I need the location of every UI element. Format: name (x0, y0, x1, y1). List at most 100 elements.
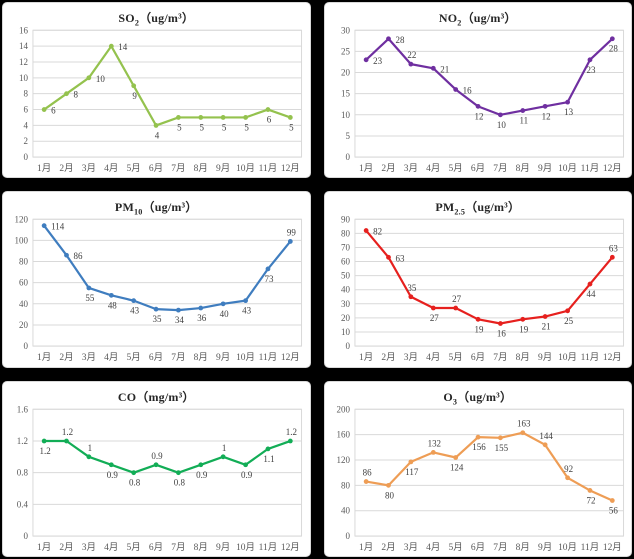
svg-text:4月: 4月 (104, 352, 118, 363)
chart-title-text: SO (118, 11, 135, 25)
svg-text:11月: 11月 (259, 163, 278, 174)
svg-text:1月: 1月 (37, 542, 51, 553)
svg-text:2: 2 (23, 136, 27, 146)
svg-text:1月: 1月 (37, 163, 51, 174)
svg-text:50: 50 (340, 271, 349, 281)
svg-text:3月: 3月 (82, 352, 96, 363)
svg-text:4: 4 (155, 130, 160, 140)
svg-text:40: 40 (340, 285, 349, 295)
chart-title-text: PM (435, 200, 455, 215)
svg-text:1: 1 (222, 442, 226, 452)
svg-text:5: 5 (222, 122, 227, 132)
svg-text:63: 63 (608, 244, 617, 254)
svg-text:36: 36 (197, 313, 206, 323)
svg-text:7月: 7月 (171, 352, 185, 363)
chart-title-o3: O3（ug/m³） (325, 382, 632, 406)
pm25-line-chart: 0 10 20 30 40 50 60 70 80 90 1月 2月 3月 4月 5月 6月 7月 8月 9月 10月… (340, 215, 624, 363)
svg-text:20: 20 (340, 313, 349, 323)
svg-text:9月: 9月 (538, 352, 552, 363)
svg-text:11月: 11月 (580, 163, 599, 174)
svg-text:9月: 9月 (216, 163, 230, 174)
svg-text:10月: 10月 (558, 163, 577, 174)
svg-text:10: 10 (496, 120, 505, 130)
svg-text:2月: 2月 (381, 542, 395, 553)
svg-text:5月: 5月 (127, 542, 141, 553)
svg-text:8月: 8月 (515, 352, 529, 363)
svg-text:99: 99 (287, 228, 296, 238)
svg-text:1.1: 1.1 (263, 454, 274, 464)
svg-text:7月: 7月 (493, 163, 507, 174)
chart-title-subscript: 10 (133, 207, 143, 217)
svg-text:12月: 12月 (602, 163, 621, 174)
svg-text:19: 19 (519, 325, 528, 335)
svg-text:10: 10 (19, 73, 28, 83)
svg-text:40: 40 (220, 309, 229, 319)
svg-text:7月: 7月 (493, 542, 507, 553)
svg-text:12月: 12月 (281, 542, 300, 553)
svg-text:4月: 4月 (104, 163, 118, 174)
svg-text:21: 21 (440, 64, 449, 74)
svg-text:0.9: 0.9 (107, 469, 119, 479)
svg-text:43: 43 (242, 306, 251, 316)
svg-text:60: 60 (19, 278, 28, 288)
svg-text:120: 120 (336, 455, 350, 465)
svg-text:3月: 3月 (82, 163, 96, 174)
svg-text:200: 200 (336, 404, 350, 414)
svg-text:13: 13 (564, 107, 573, 117)
svg-text:80: 80 (340, 480, 349, 490)
svg-text:70: 70 (340, 243, 349, 253)
svg-text:80: 80 (340, 229, 349, 239)
chart-title-text: O (443, 389, 453, 404)
svg-text:5: 5 (177, 122, 182, 132)
svg-text:12月: 12月 (602, 352, 621, 363)
svg-text:1.2: 1.2 (286, 427, 297, 437)
svg-text:10月: 10月 (236, 542, 255, 553)
svg-text:0: 0 (345, 531, 350, 541)
svg-text:8月: 8月 (194, 352, 208, 363)
svg-text:9: 9 (132, 91, 137, 101)
svg-text:1月: 1月 (359, 542, 373, 553)
svg-text:72: 72 (586, 495, 595, 505)
svg-text:60: 60 (340, 257, 349, 267)
svg-text:34: 34 (175, 315, 184, 325)
svg-text:8月: 8月 (515, 163, 529, 174)
svg-text:8月: 8月 (515, 542, 529, 553)
chart-title-subscript: 2 (134, 18, 140, 28)
svg-text:35: 35 (153, 314, 162, 324)
chart-title-pm25: PM2.5（ug/m³） (325, 192, 632, 216)
chart-title-unit: （ug/m³） (457, 389, 513, 404)
chart-title-co: CO（mg/m³） (3, 382, 310, 404)
svg-text:44: 44 (586, 289, 595, 299)
svg-text:7月: 7月 (171, 542, 185, 553)
svg-text:25: 25 (564, 316, 573, 326)
svg-text:0.8: 0.8 (17, 467, 29, 477)
svg-text:10月: 10月 (558, 542, 577, 553)
svg-text:6月: 6月 (149, 163, 163, 174)
chart-panel-so2: SO2（ug/m³） 0 2 4 6 8 10 12 14 16 1月 2月 3月 4月 5月 6月 7月 8月… (2, 2, 311, 179)
chart-title-text: PM (114, 200, 134, 215)
svg-text:10: 10 (340, 110, 349, 120)
chart-title-unit: （ug/m³） (465, 200, 521, 215)
chart-panel-pm25: PM2.5（ug/m³） 0 10 20 30 40 50 60 70 80 90 1月 2月 3月 4月… (323, 191, 632, 368)
svg-text:132: 132 (427, 438, 440, 448)
svg-text:20: 20 (340, 68, 349, 78)
svg-text:90: 90 (340, 215, 349, 225)
svg-text:28: 28 (395, 35, 404, 45)
chart-title-text: NO (438, 11, 458, 25)
svg-text:0: 0 (345, 341, 350, 351)
svg-text:0.4: 0.4 (17, 499, 29, 509)
svg-text:9月: 9月 (538, 163, 552, 174)
svg-text:22: 22 (407, 50, 416, 60)
svg-text:0.9: 0.9 (196, 469, 208, 479)
svg-text:27: 27 (452, 294, 461, 304)
svg-text:3月: 3月 (403, 352, 417, 363)
svg-text:43: 43 (130, 306, 139, 316)
svg-text:5: 5 (289, 122, 294, 132)
chart-title-unit: （ug/m³） (461, 11, 517, 25)
svg-text:48: 48 (108, 301, 117, 311)
svg-text:7月: 7月 (493, 352, 507, 363)
svg-text:56: 56 (608, 505, 617, 515)
